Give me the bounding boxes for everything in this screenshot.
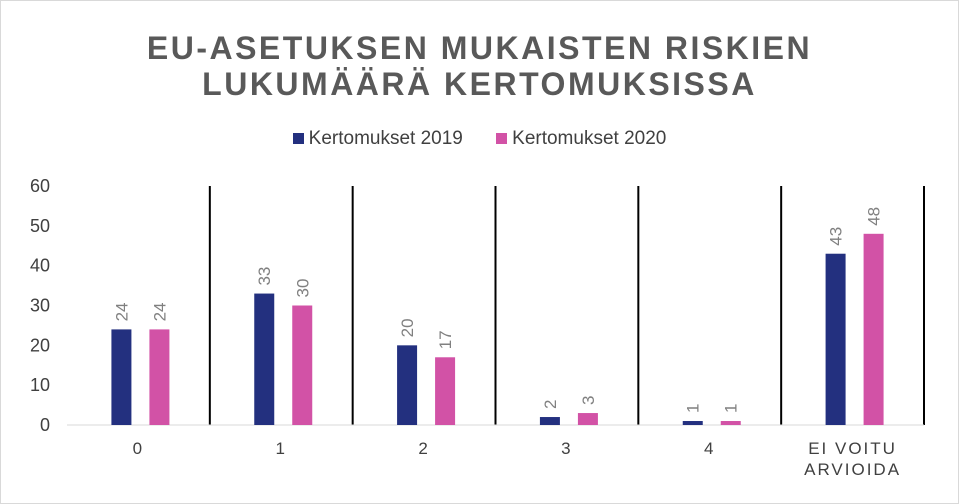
y-tick-label: 40 xyxy=(30,256,50,276)
data-label: 24 xyxy=(150,302,169,321)
bar-kertomukset-2019 xyxy=(682,421,703,425)
bar-kertomukset-2019 xyxy=(539,417,560,425)
bar-kertomukset-2019 xyxy=(111,329,132,425)
legend-item-2020: Kertomukset 2020 xyxy=(496,128,666,150)
chart-title-line-2: LUKUMÄÄRÄ KERTOMUKSISSA xyxy=(202,66,757,102)
bar-kertomukset-2020 xyxy=(435,357,456,425)
chart-title: EU-ASETUKSEN MUKAISTEN RISKIEN LUKUMÄÄRÄ… xyxy=(0,30,959,102)
data-label: 17 xyxy=(436,330,455,349)
y-tick-label: 0 xyxy=(40,415,50,435)
legend-label-2020: Kertomukset 2020 xyxy=(512,128,667,149)
chart-legend: Kertomukset 2019 Kertomukset 2020 xyxy=(0,128,959,150)
category-label: ARVIOIDA xyxy=(804,460,901,479)
data-label: 2 xyxy=(541,400,560,409)
data-label: 43 xyxy=(827,227,846,246)
y-tick-label: 60 xyxy=(30,176,50,196)
y-tick-label: 30 xyxy=(30,296,50,316)
data-label: 33 xyxy=(255,267,274,286)
category-label: 0 xyxy=(133,439,144,458)
legend-swatch-2020 xyxy=(496,133,508,144)
bar-kertomukset-2019 xyxy=(397,345,418,425)
bar-kertomukset-2020 xyxy=(292,305,313,425)
legend-swatch-2019 xyxy=(292,133,304,144)
category-label: EI VOITU xyxy=(808,439,897,458)
data-label: 30 xyxy=(293,279,312,298)
bar-kertomukset-2020 xyxy=(863,233,884,425)
data-label: 48 xyxy=(865,207,884,226)
data-label: 1 xyxy=(722,404,741,413)
bar-kertomukset-2019 xyxy=(825,253,846,425)
y-tick-label: 20 xyxy=(30,335,50,355)
legend-label-2019: Kertomukset 2019 xyxy=(308,128,463,149)
category-label: 3 xyxy=(561,439,572,458)
category-label: 2 xyxy=(418,439,429,458)
y-tick-label: 10 xyxy=(30,375,50,395)
bar-kertomukset-2019 xyxy=(254,293,275,425)
data-label: 3 xyxy=(579,396,598,405)
bar-kertomukset-2020 xyxy=(577,413,598,425)
y-tick-label: 50 xyxy=(30,216,50,236)
data-label: 1 xyxy=(684,404,703,413)
data-label: 20 xyxy=(398,318,417,337)
category-label: 1 xyxy=(276,439,287,458)
category-label: 4 xyxy=(704,439,715,458)
data-label: 24 xyxy=(112,302,131,321)
chart-title-line-1: EU-ASETUKSEN MUKAISTEN RISKIEN xyxy=(146,30,813,66)
bar-kertomukset-2020 xyxy=(149,329,170,425)
legend-item-2019: Kertomukset 2019 xyxy=(292,128,463,150)
bar-kertomukset-2020 xyxy=(720,421,741,425)
